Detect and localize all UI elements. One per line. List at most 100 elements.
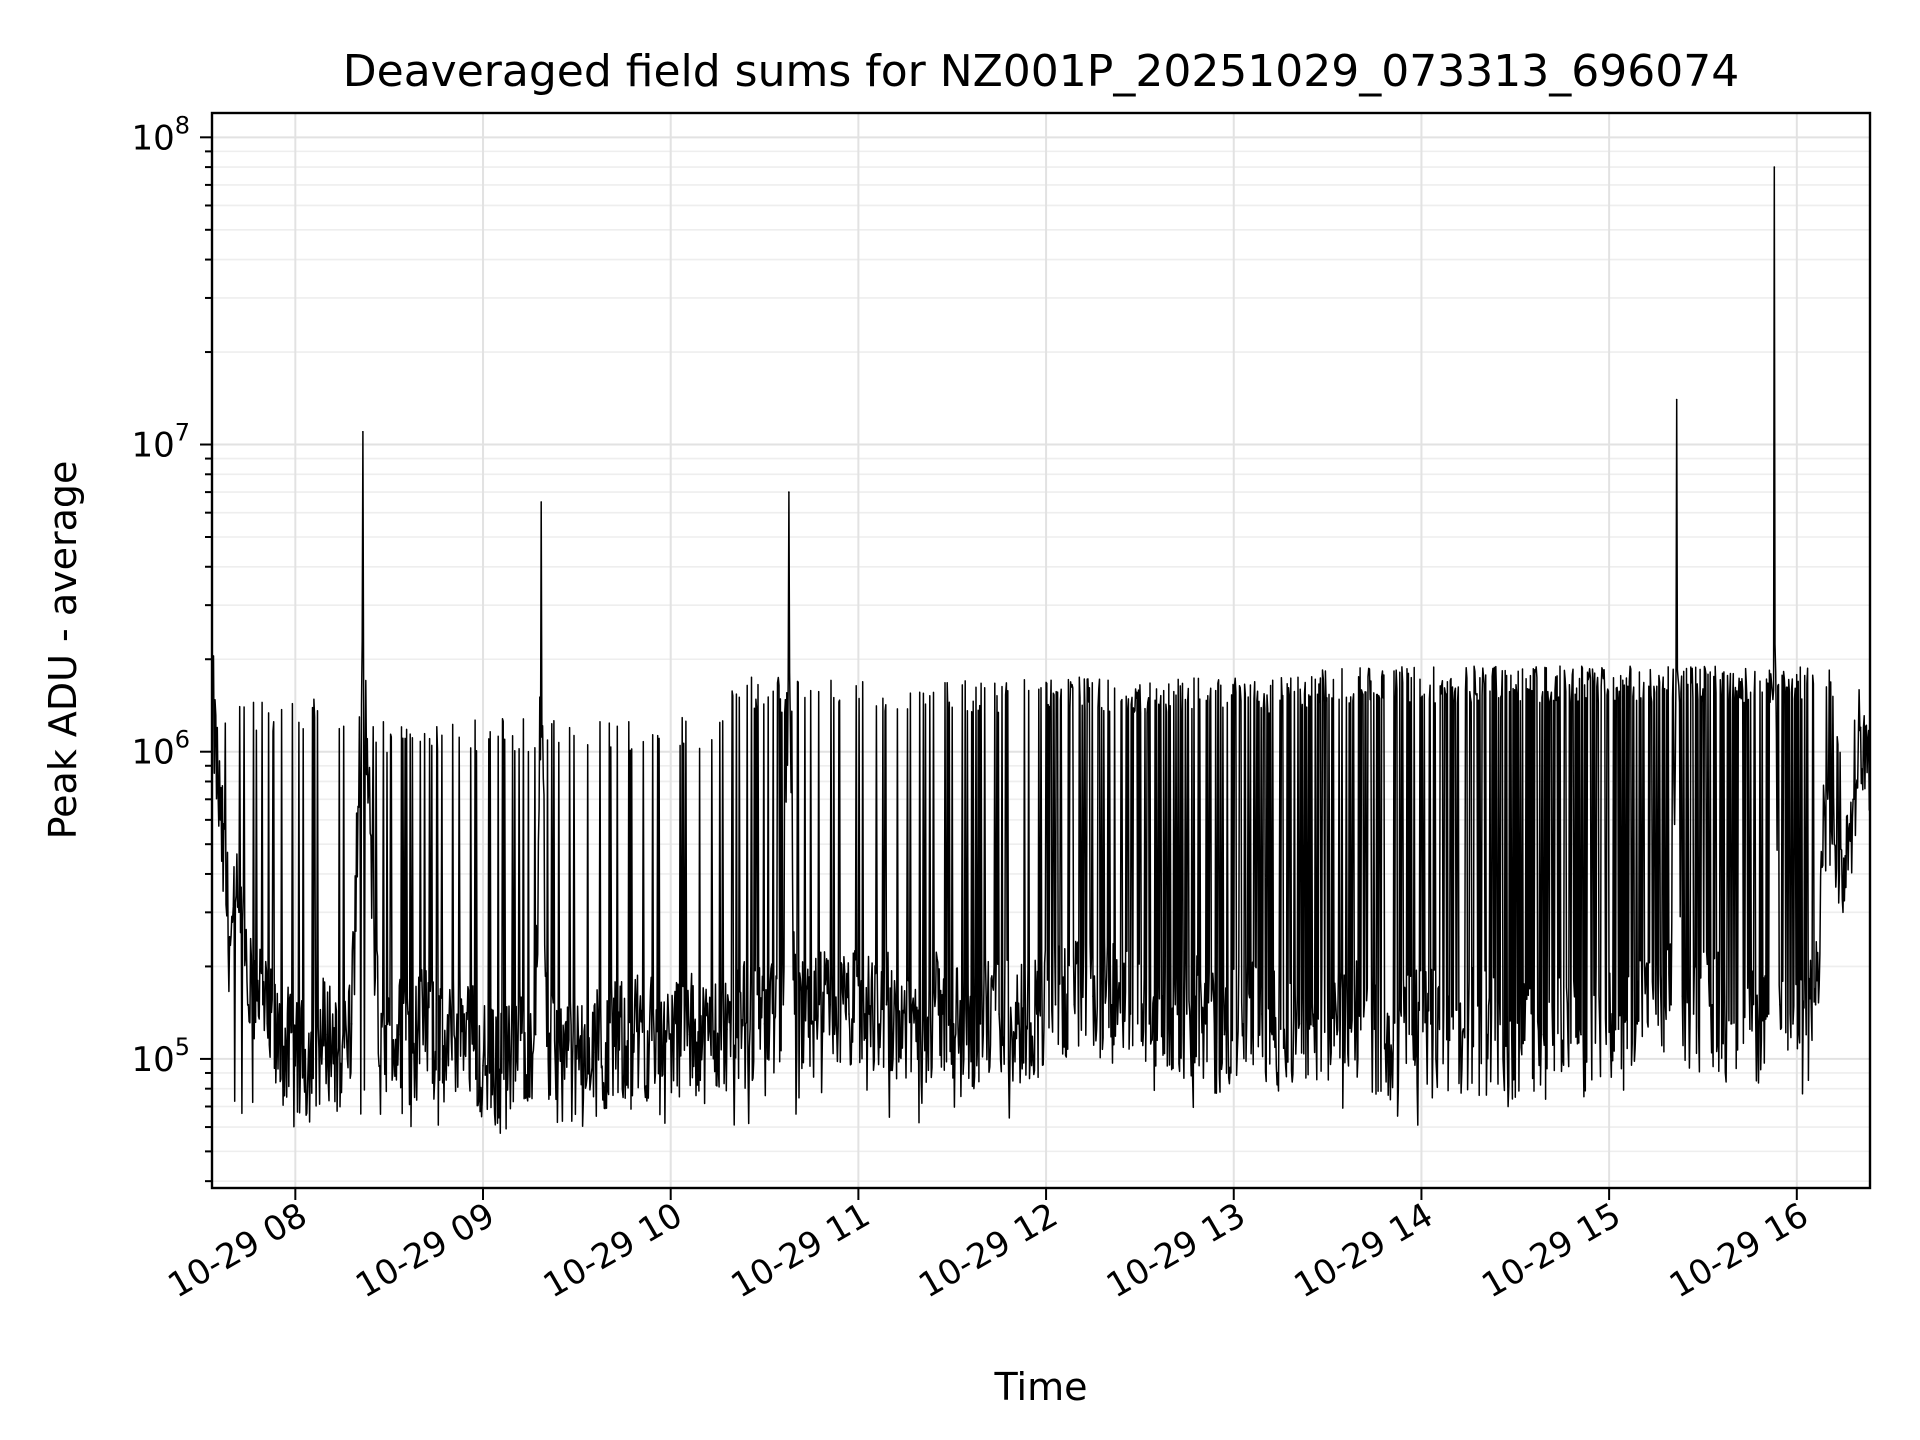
data-point bbox=[923, 1018, 925, 1020]
data-point bbox=[238, 911, 240, 914]
data-point bbox=[1242, 1023, 1244, 1025]
data-point bbox=[275, 1045, 278, 1047]
y-tick-label: 107 bbox=[131, 419, 190, 466]
data-point bbox=[1767, 1013, 1770, 1015]
data-point bbox=[1805, 1033, 1807, 1036]
data-point bbox=[1692, 1013, 1695, 1015]
data-point bbox=[1430, 1023, 1432, 1025]
data-point bbox=[613, 1045, 616, 1047]
data-point bbox=[1852, 798, 1854, 801]
data-point bbox=[1773, 166, 1776, 168]
data-point bbox=[1448, 1039, 1451, 1042]
data-point bbox=[763, 1023, 766, 1025]
data-point bbox=[1035, 1013, 1038, 1015]
data-point bbox=[1092, 995, 1094, 997]
data-point bbox=[1814, 1004, 1817, 1006]
data-point bbox=[247, 1004, 250, 1006]
data-point bbox=[557, 1058, 559, 1060]
data-point bbox=[463, 1013, 466, 1015]
data-point bbox=[324, 1033, 327, 1036]
series-line bbox=[211, 166, 1871, 1134]
data-point bbox=[1317, 1018, 1319, 1020]
data-point bbox=[546, 1045, 548, 1047]
data-point bbox=[1411, 1033, 1413, 1036]
data-point bbox=[228, 935, 231, 938]
data-point bbox=[1354, 1023, 1357, 1025]
data-point bbox=[1467, 1028, 1470, 1030]
data-point bbox=[1204, 1023, 1207, 1025]
data-point bbox=[651, 1039, 653, 1042]
data-point bbox=[1373, 1028, 1376, 1030]
y-tick-label: 105 bbox=[131, 1033, 190, 1080]
data-point bbox=[1675, 398, 1678, 401]
data-point bbox=[960, 1033, 963, 1036]
data-point bbox=[1186, 1013, 1188, 1015]
data-point bbox=[294, 1065, 297, 1067]
data-point bbox=[350, 1023, 353, 1025]
data-point bbox=[942, 1013, 944, 1015]
x-axis-label: Time bbox=[994, 1365, 1088, 1409]
data-point bbox=[341, 1045, 344, 1047]
data-point bbox=[1824, 819, 1826, 821]
data-point bbox=[482, 1065, 484, 1067]
data-point bbox=[397, 1033, 400, 1036]
data-point bbox=[266, 1023, 269, 1025]
data-point bbox=[1842, 857, 1845, 859]
data-point bbox=[1486, 1033, 1488, 1036]
data-point bbox=[534, 1033, 537, 1036]
data-point bbox=[1542, 1033, 1545, 1036]
data-point bbox=[793, 1013, 796, 1015]
data-point bbox=[257, 979, 259, 982]
data-point bbox=[1636, 1023, 1639, 1025]
data-point bbox=[1670, 1004, 1672, 1006]
data-point bbox=[362, 431, 364, 433]
data-point bbox=[410, 1045, 413, 1047]
data-point bbox=[519, 1039, 522, 1042]
data-point bbox=[1833, 843, 1836, 845]
data-point bbox=[1017, 1023, 1019, 1025]
data-point bbox=[219, 819, 222, 821]
data-point bbox=[1598, 1023, 1601, 1025]
data-point bbox=[1580, 1033, 1582, 1036]
data-point bbox=[745, 1023, 747, 1025]
data-point bbox=[1279, 1028, 1282, 1030]
series-layer bbox=[211, 166, 1871, 1134]
data-point bbox=[1148, 1023, 1151, 1025]
data-point bbox=[576, 1058, 578, 1060]
data-point bbox=[632, 1033, 634, 1036]
data-point bbox=[1111, 1004, 1113, 1006]
data-point bbox=[285, 1045, 287, 1047]
chart-title: Deaveraged field sums for NZ001P_2025102… bbox=[343, 46, 1739, 97]
data-point bbox=[1223, 1033, 1226, 1036]
data-point bbox=[1073, 1004, 1075, 1006]
data-point bbox=[848, 1013, 850, 1015]
data-point bbox=[1298, 1023, 1301, 1025]
data-point bbox=[1336, 1033, 1338, 1036]
data-point bbox=[867, 1008, 869, 1011]
data-point bbox=[379, 1065, 381, 1067]
data-point bbox=[788, 491, 790, 493]
plot-frame bbox=[210, 111, 1872, 1190]
data-point bbox=[810, 1023, 813, 1025]
data-point bbox=[1730, 1023, 1732, 1025]
data-point bbox=[1129, 1013, 1132, 1015]
data-point bbox=[782, 1004, 785, 1006]
data-point bbox=[540, 501, 542, 503]
data-point bbox=[1792, 1023, 1794, 1025]
data-point bbox=[1655, 1013, 1657, 1015]
data-point bbox=[998, 1013, 1000, 1015]
data-point bbox=[1749, 1028, 1751, 1030]
y-axis-ticks: 105 106 107 108 bbox=[131, 111, 212, 1183]
data-point bbox=[904, 1023, 907, 1025]
data-point bbox=[1681, 995, 1684, 997]
data-point bbox=[501, 1072, 503, 1074]
data-point bbox=[1617, 1028, 1620, 1030]
data-point bbox=[979, 1023, 982, 1025]
y-tick-label: 106 bbox=[131, 726, 190, 773]
data-point bbox=[309, 1058, 312, 1060]
data-point bbox=[1505, 1045, 1507, 1047]
data-point bbox=[1392, 1039, 1395, 1042]
data-point bbox=[829, 1004, 831, 1006]
data-point bbox=[885, 1004, 888, 1006]
data-point bbox=[1261, 1013, 1263, 1015]
